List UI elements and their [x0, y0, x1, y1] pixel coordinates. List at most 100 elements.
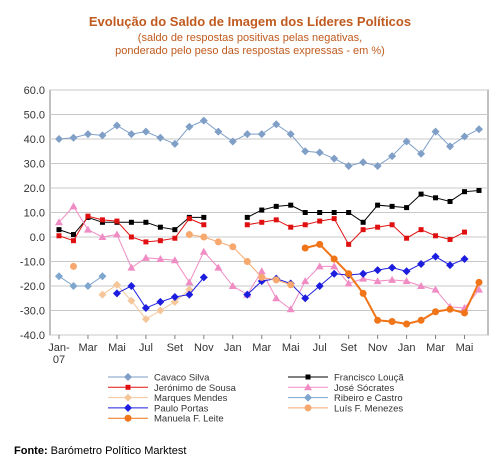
data-point [228, 282, 237, 289]
data-point [141, 127, 150, 136]
data-point [228, 137, 237, 146]
data-point [375, 202, 381, 208]
x-tick-label: Mar [426, 342, 445, 354]
y-tick-label: 60.0 [24, 85, 45, 97]
data-point [404, 205, 410, 211]
data-point [375, 224, 381, 230]
data-point [301, 147, 310, 156]
data-point [433, 195, 439, 201]
data-point [432, 308, 440, 316]
data-point [85, 213, 91, 219]
data-point [112, 230, 121, 238]
series-line [58, 275, 103, 287]
data-point [156, 255, 165, 263]
data-point [70, 238, 76, 244]
data-point [388, 152, 397, 161]
data-point [476, 187, 482, 193]
source-text: Barómetro Político Marktest [50, 445, 187, 457]
data-point [346, 241, 352, 247]
data-point [124, 403, 132, 412]
data-point [288, 202, 294, 208]
source-label: Fonte: [14, 445, 48, 457]
data-point [243, 290, 252, 299]
data-point [446, 142, 455, 151]
y-tick-label: 10.0 [24, 208, 45, 220]
data-point [359, 158, 368, 167]
chart-subtitle-line-1: (saldo de respostas positivas pelas nega… [137, 32, 363, 44]
data-point [128, 219, 134, 225]
data-point [433, 233, 439, 239]
data-point [112, 280, 121, 289]
data-point [305, 374, 311, 380]
data-point [286, 130, 295, 139]
data-point [185, 122, 194, 131]
data-point [112, 289, 121, 298]
data-point [403, 320, 411, 328]
data-point [345, 270, 353, 278]
data-point [257, 130, 266, 139]
data-point [172, 235, 178, 241]
data-point [69, 133, 78, 142]
data-point [304, 393, 312, 402]
data-point [244, 222, 250, 228]
data-point [128, 234, 134, 240]
data-point [69, 202, 78, 210]
data-point [185, 278, 194, 286]
data-point [200, 233, 208, 241]
data-point [301, 244, 309, 252]
data-point [315, 262, 324, 270]
data-point [475, 285, 483, 293]
data-point [156, 133, 165, 142]
data-point [127, 130, 136, 139]
data-point [373, 161, 382, 170]
legend-label: Manuela F. Leite [154, 414, 224, 425]
data-point [317, 210, 323, 215]
data-point [404, 235, 410, 241]
data-point [143, 219, 149, 225]
data-point [475, 125, 483, 134]
data-point [259, 219, 265, 225]
data-point [69, 282, 78, 290]
y-tick-label: -30.0 [20, 306, 45, 318]
data-point [360, 219, 366, 225]
data-point [112, 121, 121, 130]
data-point [446, 305, 454, 313]
data-point [141, 304, 150, 313]
data-point [344, 161, 353, 170]
legend-label: Paulo Portas [154, 403, 209, 414]
x-tick-label: Mai [456, 342, 474, 354]
data-point [315, 282, 324, 290]
data-point [259, 207, 265, 213]
data-point [56, 233, 62, 239]
data-point [389, 203, 395, 209]
x-tick-label: Set [167, 342, 184, 354]
data-point [229, 243, 237, 251]
data-point [141, 253, 150, 261]
data-point [127, 296, 136, 305]
data-point [243, 258, 251, 265]
data-point [186, 216, 192, 222]
data-point [185, 290, 194, 299]
data-point [199, 247, 208, 255]
data-point [330, 154, 339, 163]
y-tick-label: -40.0 [20, 330, 45, 342]
source-footer: Fonte: Barómetro Político Marktest [14, 445, 186, 457]
data-point [331, 216, 337, 222]
data-point [447, 198, 453, 204]
legend-label: Marques Mendes [154, 393, 228, 404]
data-point [402, 277, 411, 285]
data-point [272, 276, 280, 284]
line-chart: 60.0 50.0 40.0 30.0 20.0 10.0 0.0 -10.0 -20.0 -30… [20, 85, 489, 425]
data-point [143, 239, 149, 245]
data-point [201, 222, 207, 228]
data-point [359, 274, 368, 282]
data-point [98, 131, 107, 140]
data-point [257, 267, 266, 275]
data-point [172, 227, 178, 233]
data-point [315, 148, 324, 157]
data-point [418, 227, 424, 233]
data-point [55, 218, 63, 226]
data-point [302, 222, 308, 228]
data-point [127, 263, 136, 271]
y-tick-label: -10.0 [20, 257, 45, 269]
